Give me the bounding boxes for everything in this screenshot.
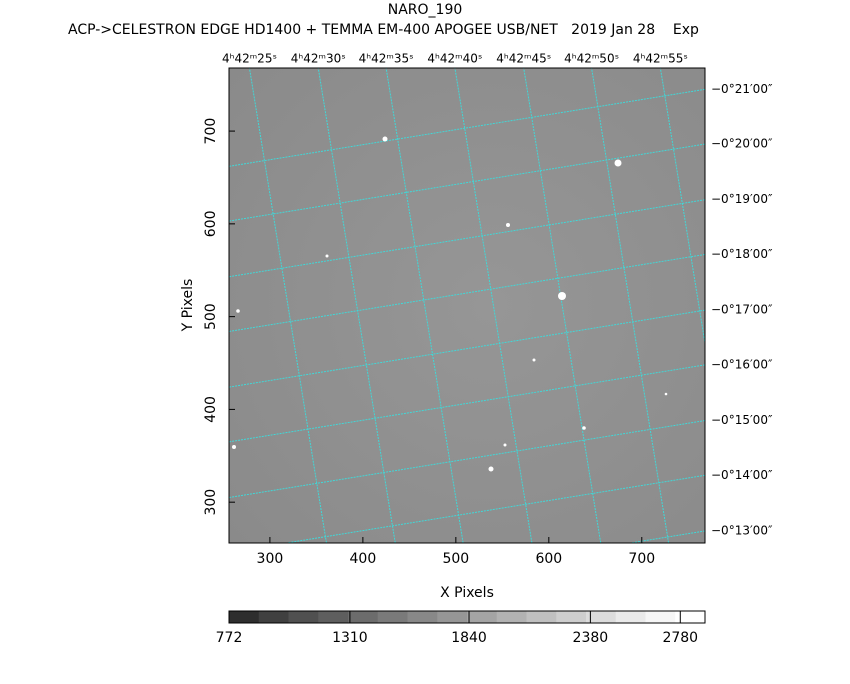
colorbar-segment: [526, 611, 557, 623]
x-tick-label: 700: [628, 551, 655, 567]
star: [582, 426, 586, 430]
grid-line: [229, 88, 705, 167]
grid-line: [385, 68, 464, 543]
top-tick-label: 4ʰ42ᵐ35ˢ: [359, 52, 414, 66]
grid-line: [317, 68, 396, 543]
star: [664, 392, 668, 396]
right-tick-label: −0°16′00″: [711, 357, 773, 371]
colorbar-segment: [348, 611, 379, 623]
grid-line: [523, 68, 602, 543]
colorbar-segment: [377, 611, 408, 623]
grid: [229, 68, 705, 543]
colorbar-segment: [645, 611, 676, 623]
colorbar-segment: [288, 611, 319, 623]
colorbar-tick-label: 772: [216, 630, 243, 646]
star: [532, 358, 536, 362]
colorbar-tick-label: 1310: [332, 630, 368, 646]
grid-line: [283, 474, 705, 543]
colorbar-tick-label: 2780: [662, 630, 698, 646]
colorbar-segment: [615, 611, 646, 623]
y-tick-label: 400: [203, 396, 219, 423]
star: [488, 466, 494, 472]
y-axis-label: Y Pixels: [180, 279, 196, 333]
subtitle: ACP->CELESTRON EDGE HD1400 + TEMMA EM-40…: [68, 22, 699, 38]
y-tick-label: 600: [203, 210, 219, 237]
star: [558, 292, 566, 300]
grid-line: [454, 68, 533, 543]
colorbar-segment: [437, 611, 468, 623]
top-tick-label: 4ʰ42ᵐ50ˢ: [564, 52, 619, 66]
star: [506, 223, 510, 227]
top-tick-label: 4ʰ42ᵐ30ˢ: [291, 52, 346, 66]
colorbar-tick-label: 1840: [451, 630, 487, 646]
colorbar-segment: [496, 611, 527, 623]
colorbar-segment: [467, 611, 498, 623]
top-tick-label: 4ʰ42ᵐ40ˢ: [427, 52, 482, 66]
colorbar-segment: [258, 611, 289, 623]
star: [232, 445, 236, 449]
star: [325, 254, 329, 258]
image: [229, 68, 705, 543]
right-tick-label: −0°15′00″: [711, 413, 773, 427]
right-tick-label: −0°21′00″: [711, 82, 773, 96]
colorbar-segment: [675, 611, 706, 623]
top-tick-label: 4ʰ42ᵐ25ˢ: [222, 52, 277, 66]
x-axis-label: X Pixels: [440, 585, 494, 601]
grid-line: [229, 253, 705, 332]
grid-line: [591, 68, 670, 543]
x-tick-label: 400: [350, 551, 377, 567]
y-tick-label: 700: [203, 118, 219, 145]
y-tick-label: 500: [203, 303, 219, 330]
star: [382, 136, 388, 142]
star: [614, 159, 622, 167]
colorbar-segment: [229, 611, 260, 623]
grid-line: [229, 143, 705, 222]
x-tick-label: 500: [442, 551, 469, 567]
x-tick-label: 600: [535, 551, 562, 567]
right-tick-label: −0°19′00″: [711, 192, 773, 206]
x-tick-label: 300: [257, 551, 284, 567]
chart-title: NARO_190: [388, 2, 463, 18]
grid-line: [229, 309, 705, 388]
grid-line: [229, 364, 705, 443]
colorbar-segment: [407, 611, 438, 623]
top-tick-label: 4ʰ42ᵐ55ˢ: [633, 52, 688, 66]
right-tick-label: −0°20′00″: [711, 137, 773, 151]
star: [236, 309, 240, 313]
right-tick-label: −0°17′00″: [711, 303, 773, 317]
colorbar-segment: [586, 611, 617, 623]
colorbar-tick-label: 2380: [573, 630, 609, 646]
top-tick-label: 4ʰ42ᵐ45ˢ: [496, 52, 551, 66]
right-tick-label: −0°18′00″: [711, 247, 773, 261]
colorbar-segment: [556, 611, 587, 623]
right-tick-label: −0°14′00″: [711, 468, 773, 482]
stars: [232, 136, 668, 472]
grid-line: [229, 199, 705, 278]
grid-line: [229, 420, 705, 499]
right-tick-label: −0°13′00″: [711, 523, 773, 537]
colorbar-segment: [318, 611, 349, 623]
star: [503, 443, 507, 447]
grid-line: [248, 68, 327, 543]
frame: [228, 67, 706, 544]
y-tick-label: 300: [203, 489, 219, 516]
